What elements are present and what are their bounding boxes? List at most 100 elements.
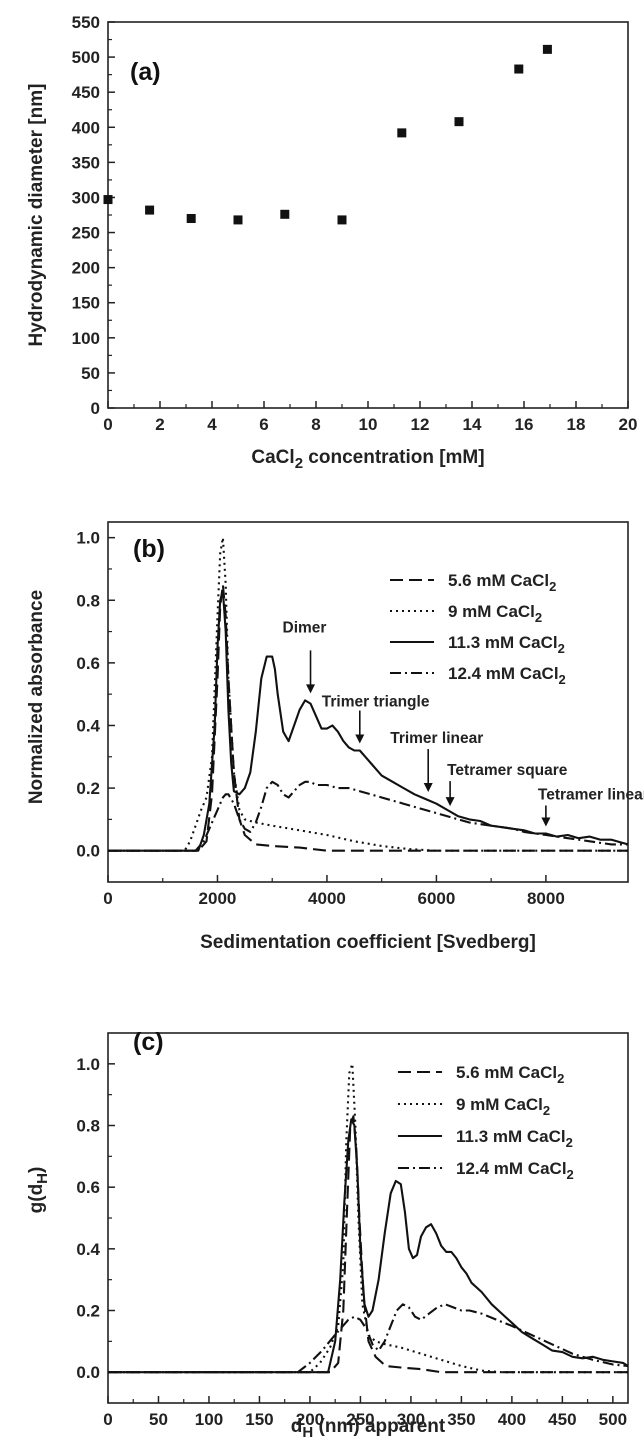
legend-label-2: 9 mM CaCl2	[448, 602, 542, 625]
data-point	[103, 195, 113, 205]
annotation-label-1: Dimer	[283, 619, 327, 636]
data-point	[337, 215, 347, 225]
panel-b-label: (b)	[133, 535, 165, 563]
x-tick-label: 6	[259, 415, 268, 434]
series-line-3	[108, 589, 628, 852]
series-line-3	[108, 1118, 628, 1374]
legend-label-4: 12.4 mM CaCl2	[456, 1159, 574, 1182]
x-tick-label: 16	[515, 415, 534, 434]
data-point	[233, 215, 243, 225]
y-tick-label: 50	[81, 364, 100, 383]
annotation-arrowhead-4	[445, 797, 455, 807]
panel-a-ticks: 0 2 4 6 8 10 12 14 16 18 2005010015020025030035040…	[72, 13, 638, 434]
legend-label-4: 12.4 mM CaCl2	[448, 664, 566, 687]
panel-b-xlabel: Sedimentation coefficient [Svedberg]	[200, 932, 536, 953]
y-tick-label: 1.0	[76, 1055, 100, 1074]
panel-c-xlabel: dH (nm) apparent	[291, 1416, 446, 1441]
panel-b-ticks: 0 2000 4000 6000 8000 0.0 0.2 0.4 0.6 0.8 1.0	[76, 529, 564, 908]
y-tick-label: 550	[72, 13, 100, 32]
y-tick-label: 450	[72, 83, 100, 102]
y-tick-label: 300	[72, 188, 100, 207]
panel-a-frame	[107, 21, 629, 409]
panel-c-ticks: 0 50 100 150 200 250 300 350 400 450 500 0.0 0.2 0.4 0…	[76, 1055, 627, 1429]
legend-label-1: 5.6 mM CaCl2	[448, 571, 556, 594]
y-tick-label: 0.2	[76, 1302, 100, 1321]
panel-b-ylabel: Normalized absorbance	[26, 590, 47, 804]
y-tick-label: 0.2	[76, 779, 100, 798]
annotation-arrowhead-5	[541, 817, 551, 827]
panel-a: (a) 0 2 4 6 8 10 12 14 16 18 200501001502002503003…	[26, 13, 637, 472]
series-line-4	[108, 1303, 628, 1374]
x-tick-label: 250	[346, 1410, 374, 1429]
y-tick-label: 250	[72, 224, 100, 243]
legend-label-1: 5.6 mM CaCl2	[456, 1063, 564, 1086]
x-tick-label: 150	[245, 1410, 273, 1429]
panel-a-xlabel: CaCl2 concentration [mM]	[251, 447, 484, 472]
panel-b-annotations: Dimer Trimer triangle Trimer linear Tetrame…	[283, 619, 644, 827]
annotation-label-5: Tetramer linear	[538, 786, 644, 803]
y-tick-label: 0.4	[76, 716, 100, 735]
series-line-1	[108, 583, 628, 852]
y-tick-label: 0.4	[76, 1240, 100, 1259]
x-tick-label: 400	[498, 1410, 526, 1429]
x-tick-label: 4000	[308, 889, 346, 908]
annotation-arrowhead-2	[355, 734, 365, 744]
annotation-label-2: Trimer triangle	[322, 694, 430, 711]
annotation-arrowhead-3	[423, 783, 433, 793]
data-point	[542, 44, 552, 54]
panel-c-series	[108, 1062, 628, 1374]
y-tick-label: 200	[72, 259, 100, 278]
x-tick-label: 2	[155, 415, 164, 434]
data-point	[186, 214, 196, 224]
y-tick-label: 100	[72, 329, 100, 348]
x-tick-label: 0	[103, 889, 112, 908]
y-tick-label: 0.8	[76, 1117, 100, 1136]
data-point	[454, 117, 464, 127]
data-point	[397, 128, 407, 138]
panel-b-series	[108, 536, 628, 852]
x-tick-label: 50	[149, 1410, 168, 1429]
x-tick-label: 200	[296, 1410, 324, 1429]
y-tick-label: 0.6	[76, 1178, 100, 1197]
data-point	[145, 205, 155, 215]
legend-label-3: 11.3 mM CaCl2	[456, 1127, 573, 1150]
x-tick-label: 20	[619, 415, 638, 434]
x-tick-label: 12	[411, 415, 430, 434]
panel-c: (c) 0 50 100 150 200 250 300 350 400 450 500 0.0 0.2…	[26, 1028, 629, 1441]
x-tick-label: 0	[103, 415, 112, 434]
y-tick-label: 0	[91, 399, 100, 418]
y-tick-label: 150	[72, 294, 100, 313]
y-tick-label: 350	[72, 153, 100, 172]
series-line-2	[108, 536, 628, 852]
legend-label-2: 9 mM CaCl2	[456, 1095, 550, 1118]
panel-c-legend: 5.6 mM CaCl2 9 mM CaCl2 11.3 mM CaCl2 12.4 …	[398, 1063, 574, 1182]
panel-c-label: (c)	[133, 1028, 164, 1056]
y-tick-label: 500	[72, 48, 100, 67]
panel-b: (b) 0 2000 4000 6000 80000.00.20.40.60.81.0 …	[26, 521, 644, 953]
x-tick-label: 4	[207, 415, 217, 434]
x-tick-label: 14	[463, 415, 482, 434]
x-tick-label: 2000	[199, 889, 237, 908]
panel-b-frame	[107, 521, 629, 883]
x-tick-label: 6000	[418, 889, 456, 908]
panel-a-label: (a)	[130, 58, 161, 86]
series-line-4	[108, 780, 628, 852]
x-tick-label: 450	[548, 1410, 576, 1429]
x-tick-label: 0	[103, 1410, 112, 1429]
y-tick-label: 1.0	[76, 529, 100, 548]
panel-a-ylabel: Hydrodynamic diameter [nm]	[26, 84, 47, 347]
x-tick-label: 8000	[527, 889, 565, 908]
x-tick-label: 350	[447, 1410, 475, 1429]
y-tick-label: 0.0	[76, 1363, 100, 1382]
x-tick-label: 100	[195, 1410, 223, 1429]
x-tick-label: 10	[359, 415, 378, 434]
panel-c-frame	[107, 1032, 629, 1404]
data-point	[280, 209, 290, 219]
panel-a-points	[103, 44, 552, 225]
y-tick-label: 0.0	[76, 842, 100, 861]
y-tick-label: 400	[72, 118, 100, 137]
x-tick-label: 8	[311, 415, 320, 434]
annotation-label-4: Tetramer square	[447, 762, 568, 779]
data-point	[514, 64, 524, 74]
